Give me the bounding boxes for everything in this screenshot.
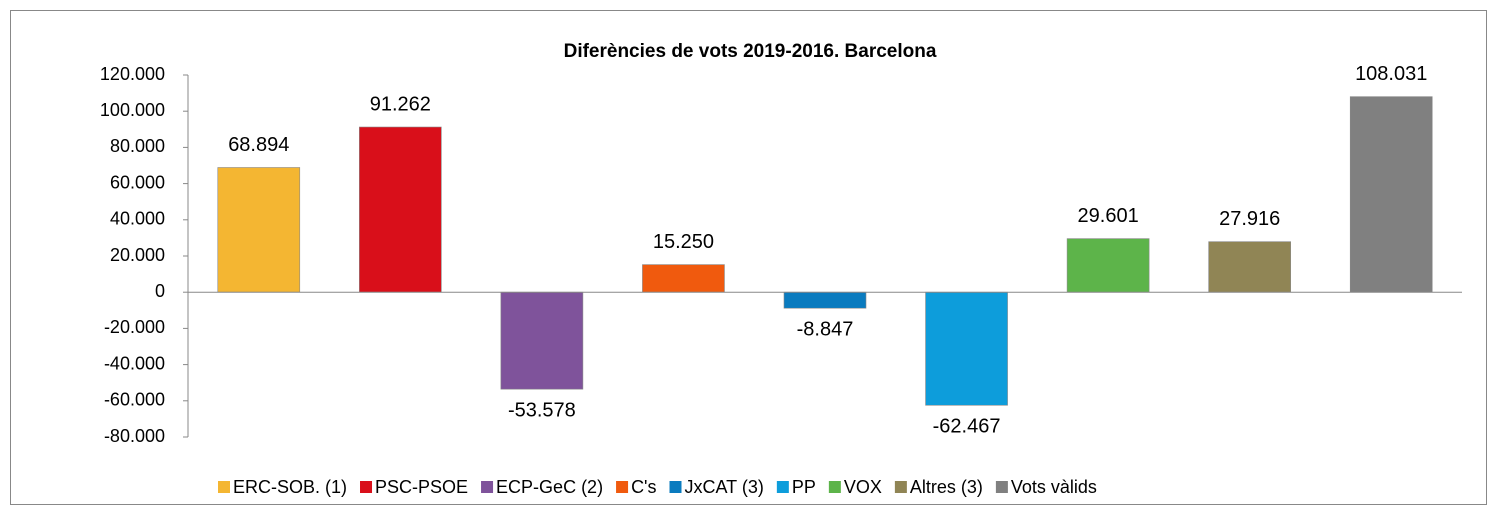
value-label: 91.262 (370, 93, 431, 115)
legend-label: Vots vàlids (1011, 477, 1097, 497)
y-tick-label: -40.000 (104, 353, 165, 373)
legend-swatch (995, 481, 1008, 493)
y-tick-label: -20.000 (104, 317, 165, 337)
legend-label: PSC-PSOE (375, 477, 468, 497)
legend-swatch (360, 481, 373, 493)
legend-label: Altres (3) (910, 477, 983, 497)
y-tick-label: 120.000 (100, 64, 165, 84)
legend-swatch (481, 481, 494, 493)
y-tick-label: 100.000 (100, 100, 165, 120)
legend-label: JxCAT (3) (685, 477, 764, 497)
legend-swatch (894, 481, 907, 493)
y-tick-label: 40.000 (110, 209, 165, 229)
bar (642, 264, 725, 293)
y-tick-label: 60.000 (110, 172, 165, 192)
bar (1208, 241, 1291, 293)
bar (1349, 96, 1433, 293)
chart-title: Diferències de vots 2019-2016. Barcelona (564, 41, 937, 62)
value-label: -53.578 (508, 399, 576, 421)
y-tick-label: 0 (155, 281, 165, 301)
y-tick-label: 20.000 (110, 245, 165, 265)
legend-label: ERC-SOB. (1) (233, 477, 347, 497)
legend-swatch (669, 481, 682, 493)
legend-label: ECP-GeC (2) (496, 477, 603, 497)
value-label: 29.601 (1078, 205, 1139, 227)
legend-label: C's (631, 477, 656, 497)
bar (500, 291, 584, 390)
value-label: -8.847 (797, 318, 854, 340)
bar (783, 291, 867, 309)
y-tick-label: -60.000 (104, 390, 165, 410)
value-label: 15.250 (653, 231, 714, 253)
legend-swatch (616, 481, 629, 493)
y-tick-label: -80.000 (104, 426, 165, 446)
value-label: 68.894 (228, 134, 289, 156)
legend-label: VOX (844, 477, 882, 497)
bar (217, 167, 301, 293)
y-tick-label: 80.000 (110, 136, 165, 156)
bar (1066, 238, 1150, 293)
bar (359, 126, 442, 293)
value-label: 108.031 (1355, 63, 1427, 85)
value-label: -62.467 (933, 416, 1001, 438)
legend-swatch (776, 481, 789, 493)
legend-swatch (828, 481, 841, 493)
legend-label: PP (792, 477, 816, 497)
bar (925, 291, 1008, 406)
value-label: 27.916 (1219, 208, 1280, 230)
legend-swatch (218, 481, 230, 493)
